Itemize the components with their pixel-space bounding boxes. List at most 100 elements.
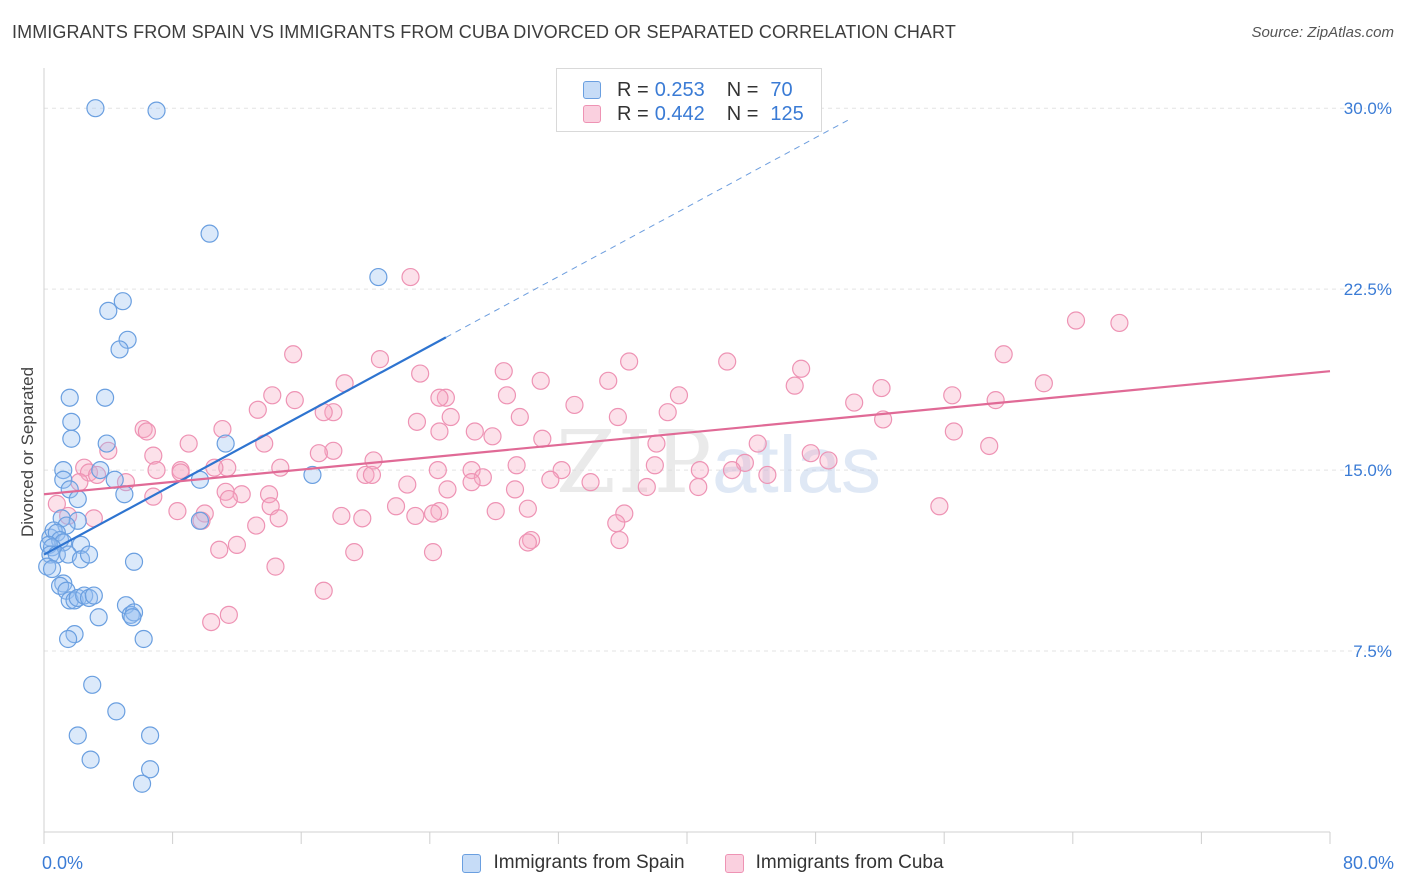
- legend-row-cuba: R = 0.442 N = 125: [583, 101, 804, 127]
- cuba-trend-line: [43, 370, 1331, 496]
- cuba-point: [510, 407, 529, 427]
- cuba-point: [647, 434, 666, 453]
- cuba-point: [986, 391, 1005, 410]
- cuba-point: [219, 605, 238, 624]
- cuba-point: [819, 451, 838, 470]
- spain-point: [95, 388, 115, 407]
- cuba-point: [436, 388, 455, 407]
- cuba-point: [531, 371, 550, 390]
- cuba-point: [213, 419, 232, 439]
- cuba-point: [324, 403, 343, 422]
- cuba-point: [144, 446, 163, 465]
- series-legend: Immigrants from Spain Immigrants from Cu…: [0, 852, 1406, 874]
- cuba-point: [407, 412, 427, 431]
- cuba-point: [483, 427, 502, 446]
- spain-point: [200, 224, 219, 243]
- cuba-point: [748, 434, 767, 453]
- spain-point: [84, 586, 103, 605]
- spain-point: [42, 559, 62, 579]
- cuba-point: [134, 419, 153, 439]
- cuba-point: [1066, 311, 1086, 330]
- cuba-point: [364, 451, 383, 470]
- legend-item-spain[interactable]: Immigrants from Spain: [462, 852, 685, 874]
- cuba-r-label: R =: [617, 102, 649, 125]
- cuba-swatch: [583, 105, 601, 123]
- cuba-point: [758, 465, 777, 485]
- cuba-point: [565, 395, 584, 415]
- cuba-point: [314, 581, 333, 600]
- cuba-point: [608, 407, 627, 427]
- cuba-point: [147, 460, 166, 480]
- spain-point: [68, 726, 87, 745]
- spain-swatch: [583, 81, 601, 99]
- spain-points: [38, 99, 388, 793]
- cuba-point: [505, 480, 525, 499]
- source-label: Source: ZipAtlas.com: [1251, 24, 1394, 41]
- cuba-point: [370, 350, 390, 369]
- cuba-n-value: 125: [770, 102, 804, 125]
- cuba-point: [266, 557, 285, 576]
- cuba-point: [581, 473, 600, 492]
- cuba-point: [137, 422, 156, 441]
- spain-r-label: R =: [617, 78, 649, 101]
- cuba-point: [430, 422, 449, 441]
- cuba-point: [441, 407, 460, 427]
- cuba-point: [179, 434, 198, 453]
- spain-point: [81, 750, 100, 769]
- cuba-point: [411, 364, 430, 383]
- cuba-point: [401, 267, 420, 287]
- cuba-point: [637, 477, 656, 497]
- cuba-point: [47, 494, 66, 513]
- spain-point: [147, 101, 166, 120]
- y-tick-label: 30.0%: [1344, 99, 1392, 118]
- y-tick-label: 7.5%: [1353, 642, 1392, 661]
- cuba-point: [801, 444, 820, 463]
- cuba-point: [271, 458, 290, 477]
- cuba-point: [423, 504, 443, 523]
- watermark-atlas: atlas: [712, 420, 881, 509]
- spain-point: [134, 629, 153, 649]
- cuba-point: [494, 362, 513, 381]
- spain-point: [54, 470, 73, 489]
- spain-point: [79, 588, 99, 608]
- cuba-legend-label: Immigrants from Cuba: [755, 852, 944, 873]
- spain-point: [140, 760, 160, 779]
- cuba-point: [269, 509, 288, 528]
- cuba-points: [47, 267, 1129, 632]
- spain-point: [68, 489, 87, 509]
- y-axis-title: Divorced or Separated: [18, 367, 37, 537]
- cuba-point: [285, 391, 304, 410]
- spain-point: [124, 552, 144, 571]
- spain-point: [105, 470, 124, 489]
- spain-point: [54, 460, 73, 480]
- spain-point: [83, 675, 102, 694]
- cuba-r-value: 0.442: [654, 102, 705, 125]
- cuba-n-label: N =: [726, 102, 759, 125]
- cuba-point: [669, 386, 689, 405]
- cuba-point: [428, 460, 447, 480]
- cuba-point: [507, 456, 526, 475]
- spain-r-value: 0.253: [654, 78, 705, 101]
- legend-item-cuba[interactable]: Immigrants from Cuba: [724, 852, 944, 874]
- cuba-point: [324, 441, 343, 460]
- cuba-point: [944, 422, 963, 441]
- spain-point: [110, 340, 129, 359]
- cuba-point: [845, 393, 864, 412]
- cuba-point: [462, 473, 481, 492]
- spain-trend-extension: [445, 119, 848, 338]
- cuba-point: [247, 516, 266, 535]
- cuba-point: [406, 506, 425, 526]
- spain-point: [91, 460, 110, 480]
- cuba-point: [362, 465, 382, 485]
- cuba-point: [541, 470, 560, 489]
- spain-point: [38, 557, 57, 576]
- cuba-point: [386, 497, 406, 516]
- spain-point: [41, 545, 60, 564]
- spain-point: [216, 434, 235, 453]
- cuba-point: [722, 460, 742, 480]
- cuba-point: [930, 497, 949, 516]
- cuba-point: [607, 514, 626, 533]
- cuba-point: [430, 388, 449, 407]
- cuba-point: [658, 403, 677, 422]
- legend-row-spain: R = 0.253 N = 70: [583, 77, 793, 103]
